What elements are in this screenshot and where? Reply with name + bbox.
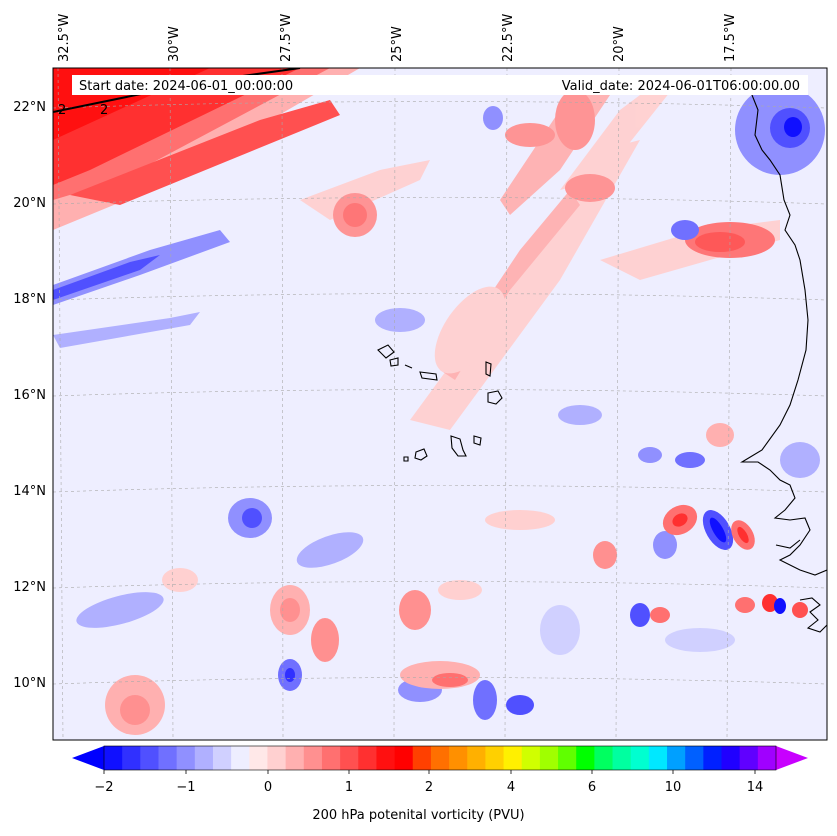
- lat-label: 12°N: [13, 580, 46, 595]
- pv-blue-patches: [76, 85, 825, 720]
- lat-label: 10°N: [13, 676, 46, 691]
- colorbar-tick-label: 6: [588, 780, 596, 795]
- date-banner: [72, 75, 808, 95]
- colorbar-cell: [122, 746, 141, 770]
- colorbar-cell: [648, 746, 668, 770]
- contour-label: 2: [58, 103, 66, 118]
- colorbar-cell: [158, 746, 178, 770]
- colorbar-cell: [667, 746, 686, 770]
- cape-verde-islands: [377, 344, 503, 462]
- colorbar-cell: [358, 746, 377, 770]
- lat-label: 18°N: [13, 292, 46, 307]
- colorbar-cell: [757, 746, 777, 770]
- colorbar-cell: [703, 746, 723, 770]
- contour-label: 2: [100, 103, 108, 118]
- colorbar-cell: [303, 746, 323, 770]
- colorbar-cell: [394, 746, 414, 770]
- colorbar-extend-high: [776, 746, 808, 770]
- colorbar-cell: [685, 746, 704, 770]
- colorbar-cell: [467, 746, 486, 770]
- pv-pink-filaments: [300, 80, 780, 430]
- start-date-text: Start date: 2024-06-01_00:00:00: [79, 79, 293, 94]
- colorbar-cell: [212, 746, 232, 770]
- colorbar-frame: [103, 745, 777, 771]
- colorbar-cell: [503, 746, 523, 770]
- colorbar-cell: [721, 746, 741, 770]
- lon-label: 17.5°W: [723, 14, 738, 62]
- colorbar-cells: [104, 746, 777, 770]
- colorbar-cell: [231, 746, 250, 770]
- colorbar: −2 −1 0 1 2 4 6 10 14: [72, 745, 808, 795]
- lon-label: 30°W: [167, 26, 182, 62]
- pv-dipole-coast: [662, 504, 808, 618]
- lon-label: 22.5°W: [501, 14, 516, 62]
- longitude-labels: 32.5°W 30°W 27.5°W 25°W 22.5°W 20°W 17.5…: [57, 14, 738, 62]
- lon-label: 27.5°W: [279, 14, 294, 62]
- colorbar-cell: [267, 746, 287, 770]
- pv-blue-band-west: [53, 230, 230, 348]
- colorbar-tick-label: −2: [94, 780, 113, 795]
- lat-label: 22°N: [13, 100, 46, 115]
- colorbar-cell: [612, 746, 632, 770]
- colorbar-cell: [376, 746, 396, 770]
- map-frame: [52, 67, 828, 741]
- lat-label: 20°N: [13, 196, 46, 211]
- colorbar-cell: [558, 746, 577, 770]
- colorbar-tick-label: 14: [747, 780, 764, 795]
- pv-red-patches-south: [105, 423, 778, 735]
- colorbar-extend-low: [72, 746, 104, 770]
- colorbar-ticks: [103, 770, 756, 774]
- colorbar-cell: [521, 746, 541, 770]
- colorbar-cell: [176, 746, 196, 770]
- latitude-labels: 22°N 20°N 18°N 16°N 14°N 12°N 10°N: [13, 100, 46, 691]
- graticule: [53, 68, 827, 740]
- lon-label: 20°W: [612, 26, 627, 62]
- colorbar-tick-labels: −2 −1 0 1 2 4 6 10 14: [94, 780, 763, 795]
- colorbar-cell: [412, 746, 432, 770]
- colorbar-cell: [104, 746, 123, 770]
- colorbar-cell: [285, 746, 305, 770]
- pv-field: [53, 68, 827, 740]
- colorbar-cell: [140, 746, 159, 770]
- colorbar-tick-label: 10: [665, 780, 682, 795]
- coastline: [740, 94, 827, 633]
- lon-label: 32.5°W: [57, 14, 72, 62]
- colorbar-label: 200 hPa potenital vorticity (PVU): [312, 808, 525, 823]
- colorbar-cell: [430, 746, 450, 770]
- colorbar-cell: [249, 746, 268, 770]
- lat-label: 14°N: [13, 484, 46, 499]
- colorbar-cell: [576, 746, 595, 770]
- colorbar-tick-label: 1: [345, 780, 353, 795]
- valid-date-text: Valid_date: 2024-06-01T06:00:00.00: [562, 79, 800, 94]
- colorbar-cell: [449, 746, 468, 770]
- colorbar-cell: [321, 746, 341, 770]
- colorbar-cell: [194, 746, 214, 770]
- colorbar-cell: [539, 746, 559, 770]
- lat-label: 16°N: [13, 388, 46, 403]
- colorbar-cell: [739, 746, 759, 770]
- colorbar-cell: [340, 746, 359, 770]
- colorbar-tick-label: 0: [264, 780, 272, 795]
- colorbar-tick-label: 4: [507, 780, 515, 795]
- colorbar-tick-label: −1: [176, 780, 195, 795]
- colorbar-cell: [485, 746, 505, 770]
- colorbar-tick-label: 2: [425, 780, 433, 795]
- colorbar-cell: [594, 746, 614, 770]
- colorbar-cell: [630, 746, 650, 770]
- lon-label: 25°W: [390, 26, 405, 62]
- pv-red-band-northwest: [53, 68, 360, 230]
